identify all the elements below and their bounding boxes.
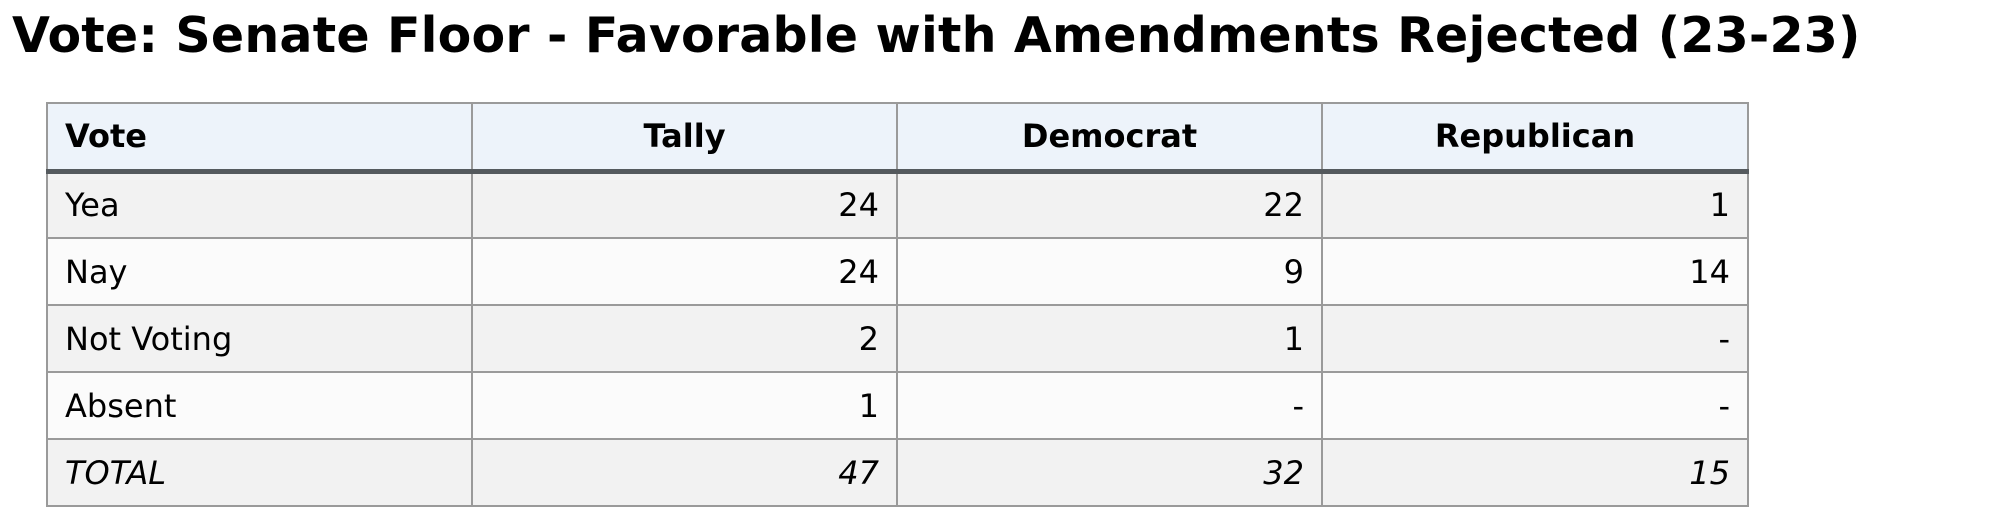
table-row: Yea 24 22 1 bbox=[46, 170, 1749, 239]
header-democrat: Democrat bbox=[896, 102, 1323, 174]
total-tally: 47 bbox=[471, 438, 898, 507]
row-vote-label: Absent bbox=[46, 371, 473, 440]
row-tally: 24 bbox=[471, 170, 898, 239]
header-tally: Tally bbox=[471, 102, 898, 174]
row-democrat: 22 bbox=[896, 170, 1323, 239]
row-vote-label: Not Voting bbox=[46, 304, 473, 373]
row-republican: 14 bbox=[1321, 237, 1749, 306]
row-republican: - bbox=[1321, 371, 1749, 440]
row-republican: 1 bbox=[1321, 170, 1749, 239]
vote-table: Vote Tally Democrat Republican Yea 24 22… bbox=[46, 102, 1749, 507]
row-democrat: - bbox=[896, 371, 1323, 440]
table-row: Not Voting 2 1 - bbox=[46, 304, 1749, 373]
row-democrat: 1 bbox=[896, 304, 1323, 373]
header-vote: Vote bbox=[46, 102, 473, 174]
row-tally: 1 bbox=[471, 371, 898, 440]
table-row: Absent 1 - - bbox=[46, 371, 1749, 440]
total-label: TOTAL bbox=[46, 438, 473, 507]
header-republican: Republican bbox=[1321, 102, 1749, 174]
table-row: Nay 24 9 14 bbox=[46, 237, 1749, 306]
row-tally: 2 bbox=[471, 304, 898, 373]
row-vote-label: Yea bbox=[46, 170, 473, 239]
row-republican: - bbox=[1321, 304, 1749, 373]
row-democrat: 9 bbox=[896, 237, 1323, 306]
total-republican: 15 bbox=[1321, 438, 1749, 507]
total-democrat: 32 bbox=[896, 438, 1323, 507]
page-title: Vote: Senate Floor - Favorable with Amen… bbox=[12, 7, 1861, 64]
table-header-row: Vote Tally Democrat Republican bbox=[46, 102, 1749, 174]
row-tally: 24 bbox=[471, 237, 898, 306]
table-total-row: TOTAL 47 32 15 bbox=[46, 438, 1749, 507]
row-vote-label: Nay bbox=[46, 237, 473, 306]
